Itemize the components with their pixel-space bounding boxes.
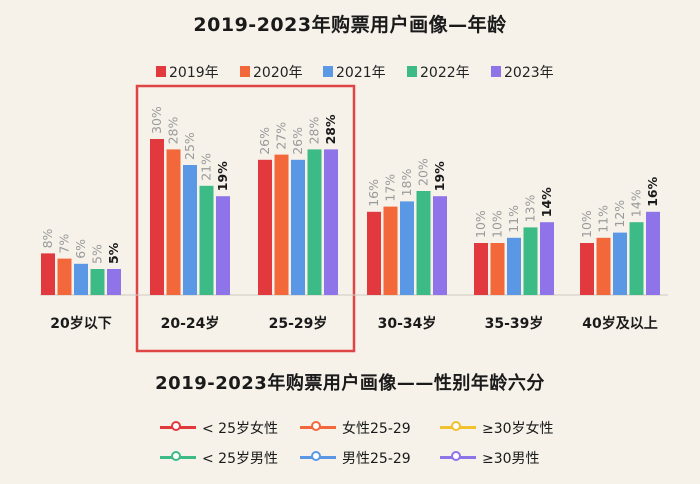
legend2-label: 男性25-29 bbox=[342, 448, 411, 468]
data-label: 21% bbox=[199, 153, 214, 181]
legend2-label: 女性25-29 bbox=[342, 418, 411, 438]
data-label: 16% bbox=[366, 179, 381, 207]
data-label: 19% bbox=[215, 161, 230, 191]
bar bbox=[580, 243, 594, 295]
bar bbox=[613, 233, 627, 295]
data-label: 14% bbox=[629, 189, 644, 217]
data-label: 28% bbox=[166, 116, 181, 144]
legend-label: 2021年 bbox=[336, 65, 386, 81]
legend-label: 2020年 bbox=[253, 65, 303, 81]
data-label: 16% bbox=[645, 176, 660, 206]
data-label: 30% bbox=[149, 106, 164, 134]
legend2-label: ≥30男性 bbox=[482, 448, 540, 468]
bar bbox=[167, 149, 181, 295]
legend2-label: < 25岁女性 bbox=[202, 418, 278, 438]
bar bbox=[324, 149, 338, 295]
legend-swatch bbox=[407, 66, 417, 77]
data-label: 5% bbox=[106, 242, 121, 264]
bar bbox=[367, 212, 381, 295]
data-label: 28% bbox=[323, 114, 338, 144]
bar bbox=[308, 149, 322, 295]
bar bbox=[91, 269, 105, 295]
x-tick-label: 40岁及以上 bbox=[582, 315, 657, 332]
legend2-line-marker-icon bbox=[300, 421, 336, 435]
bar bbox=[491, 243, 505, 295]
legend2-label: ≥30岁女性 bbox=[482, 418, 554, 438]
data-label: 12% bbox=[612, 200, 627, 228]
bar bbox=[291, 160, 305, 295]
x-tick-label: 30-34岁 bbox=[378, 315, 437, 332]
bar bbox=[58, 259, 72, 295]
legend-swatch bbox=[240, 66, 250, 77]
bar bbox=[630, 222, 644, 295]
chart-title: 2019-2023年购票用户画像—年龄 bbox=[0, 10, 700, 37]
data-label: 7% bbox=[57, 234, 72, 254]
bar bbox=[74, 264, 88, 295]
data-label: 10% bbox=[490, 210, 505, 238]
legend-label: 2023年 bbox=[504, 65, 554, 81]
data-label: 8% bbox=[40, 228, 55, 248]
data-label: 25% bbox=[182, 132, 197, 160]
bar bbox=[384, 207, 398, 295]
gender-age-legend: < 25岁女性 女性25-29 ≥30岁女性 < 25岁男性 男性25-29 ≥… bbox=[160, 418, 580, 468]
bar bbox=[200, 186, 214, 295]
legend2-item: ≥30男性 bbox=[440, 448, 580, 468]
legend-swatch bbox=[323, 66, 333, 77]
legend2-item: < 25岁男性 bbox=[160, 448, 300, 468]
bar bbox=[540, 222, 554, 295]
bar bbox=[524, 227, 538, 295]
bar bbox=[183, 165, 197, 295]
data-label: 26% bbox=[290, 127, 305, 155]
x-tick-label: 25-29岁 bbox=[269, 315, 328, 332]
data-label: 19% bbox=[432, 161, 447, 191]
bar bbox=[597, 238, 611, 295]
bar bbox=[258, 160, 272, 295]
bar bbox=[107, 269, 121, 295]
legend2-line-marker-icon bbox=[300, 451, 336, 465]
legend2-label: < 25岁男性 bbox=[202, 448, 278, 468]
bar bbox=[507, 238, 521, 295]
data-label: 11% bbox=[596, 205, 611, 233]
legend2-line-marker-icon bbox=[160, 451, 196, 465]
legend2-item: 女性25-29 bbox=[300, 418, 440, 438]
data-label: 17% bbox=[383, 174, 398, 202]
legend2-line-marker-icon bbox=[440, 451, 476, 465]
data-label: 10% bbox=[473, 210, 488, 238]
data-label: 28% bbox=[307, 116, 322, 144]
legend-swatch bbox=[156, 66, 166, 77]
bar bbox=[433, 196, 447, 295]
data-label: 18% bbox=[399, 168, 414, 196]
legend2-item: 男性25-29 bbox=[300, 448, 440, 468]
x-tick-label: 20岁以下 bbox=[50, 315, 111, 332]
x-tick-label: 20-24岁 bbox=[161, 315, 220, 332]
bar bbox=[150, 139, 164, 295]
data-label: 11% bbox=[506, 205, 521, 233]
data-label: 27% bbox=[274, 122, 289, 150]
data-label: 26% bbox=[257, 127, 272, 155]
legend-label: 2019年 bbox=[169, 65, 219, 81]
data-label: 10% bbox=[579, 210, 594, 238]
bar bbox=[275, 155, 289, 295]
x-tick-label: 35-39岁 bbox=[485, 315, 544, 332]
legend-label: 2022年 bbox=[420, 65, 470, 81]
data-label: 5% bbox=[90, 244, 105, 264]
data-label: 20% bbox=[416, 158, 431, 186]
legend-swatch bbox=[491, 66, 501, 77]
bar bbox=[417, 191, 431, 295]
legend2-item: ≥30岁女性 bbox=[440, 418, 580, 438]
legend2-line-marker-icon bbox=[440, 421, 476, 435]
data-label: 6% bbox=[73, 239, 88, 259]
data-label: 13% bbox=[523, 194, 538, 222]
bar bbox=[474, 243, 488, 295]
legend2-line-marker-icon bbox=[160, 421, 196, 435]
bar bbox=[216, 196, 230, 295]
bar bbox=[41, 253, 55, 295]
bar bbox=[400, 201, 414, 295]
secondary-title: 2019-2023年购票用户画像——性别年龄六分 bbox=[0, 369, 700, 395]
legend2-item: < 25岁女性 bbox=[160, 418, 300, 438]
data-label: 14% bbox=[539, 187, 554, 217]
bar bbox=[646, 212, 660, 295]
